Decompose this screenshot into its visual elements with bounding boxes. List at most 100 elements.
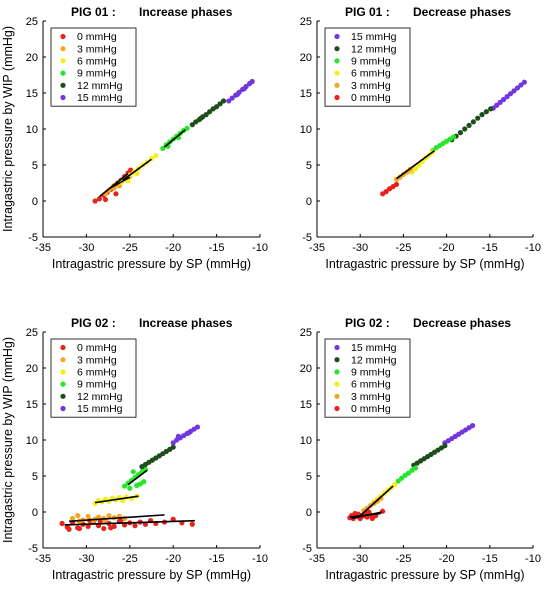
legend-entry: 9 mmHg (351, 56, 391, 68)
panel-title-phase: Decrease phases (413, 316, 511, 330)
legend-marker (60, 357, 66, 363)
x-tick-label: -15 (209, 242, 225, 254)
legend-entry: 12 mmHg (351, 354, 397, 366)
legend-marker (60, 344, 66, 351)
x-tick-label: -30 (352, 242, 368, 254)
legend-entry: 9 mmHg (77, 68, 117, 80)
x-tick-label: -25 (395, 553, 411, 565)
y-tick-label: 20 (26, 363, 38, 375)
data-point (521, 79, 527, 85)
legend-marker (334, 405, 340, 412)
y-tick-label: 10 (26, 124, 38, 136)
y-tick-label: 15 (26, 399, 38, 411)
legend-entry: 0 mmHg (77, 31, 117, 43)
data-point (69, 515, 76, 522)
data-point (137, 481, 143, 487)
legend-entry: 6 mmHg (77, 56, 117, 68)
panel-title-pig: PIG 02 : (71, 316, 116, 330)
y-axis-label: Intragastric pressure by WIP (mmHg) (1, 26, 15, 232)
data-point (511, 88, 517, 94)
data-point (497, 99, 503, 105)
data-point (170, 444, 176, 450)
panel-title-pig: PIG 01 : (345, 5, 390, 19)
legend-marker (334, 58, 340, 64)
data-point (101, 525, 107, 532)
x-axis-label: Intragastric pressure by SP (mmHg) (52, 568, 251, 582)
y-tick-label: 15 (26, 88, 38, 100)
legend-marker (60, 94, 66, 101)
legend-box (324, 338, 411, 418)
data-point (184, 125, 190, 131)
data-point (229, 95, 235, 101)
fit-line (164, 129, 186, 148)
legend-entry: 0 mmHg (351, 403, 391, 415)
panel-title-phase: Increase phases (139, 316, 233, 330)
legend-marker (60, 405, 66, 412)
x-tick-label: -15 (482, 553, 498, 565)
x-tick-label: -25 (395, 242, 411, 254)
x-tick-label: -35 (309, 242, 325, 254)
data-point (483, 109, 489, 115)
fit-line (351, 511, 382, 520)
panel-title-pig: PIG 01 : (71, 5, 116, 19)
legend-entry: 12 mmHg (77, 80, 123, 92)
data-point (92, 198, 98, 204)
series-15-mmhg (226, 78, 255, 104)
x-axis-label: Intragastric pressure by SP (mmHg) (325, 257, 524, 271)
x-tick-label: -30 (78, 242, 94, 254)
y-tick-label: 0 (32, 196, 38, 208)
series-15-mmhg (170, 424, 201, 446)
data-point (234, 91, 241, 98)
legend-entry: 6 mmHg (351, 68, 391, 80)
data-point (170, 516, 176, 522)
legend-marker (334, 381, 340, 387)
data-point (75, 513, 81, 519)
legend-entry: 15 mmHg (351, 31, 397, 43)
data-point (518, 82, 524, 88)
y-tick-label: 0 (306, 196, 312, 208)
legend-entry: 0 mmHg (77, 342, 117, 354)
y-tick-label: -5 (28, 232, 38, 244)
data-point (470, 119, 476, 125)
y-tick-label: -5 (302, 232, 312, 244)
data-point (108, 525, 114, 531)
data-point (514, 85, 521, 91)
data-point (366, 509, 372, 515)
data-point (132, 523, 138, 529)
y-tick-label: 10 (300, 124, 312, 136)
legend-entry: 3 mmHg (77, 354, 117, 366)
data-point (214, 104, 220, 110)
legend-marker (334, 94, 340, 101)
x-tick-label: -25 (122, 242, 138, 254)
data-point (369, 515, 375, 522)
data-point (412, 465, 419, 471)
legend-entry: 3 mmHg (351, 391, 391, 403)
data-point (194, 424, 201, 430)
x-tick-label: -35 (35, 553, 51, 565)
y-tick-label: 25 (300, 327, 312, 339)
data-point (198, 115, 204, 121)
data-point (507, 91, 514, 97)
legend-marker (334, 344, 340, 351)
y-tick-label: 15 (300, 88, 312, 100)
data-point (59, 520, 65, 527)
x-tick-label: -10 (525, 553, 541, 565)
legend-marker (334, 369, 340, 375)
legend-marker (60, 82, 66, 88)
data-point (207, 109, 213, 115)
legend-marker (60, 46, 66, 52)
data-point (504, 94, 510, 100)
data-point (76, 525, 83, 532)
fit-line (122, 158, 152, 181)
fit-line (127, 469, 148, 486)
data-point (457, 130, 464, 136)
panel-top-right: -35 -30 -25 -20 -15 -10 -5 0 5 10 15 20 25 Intragastr… (300, 5, 541, 271)
y-tick-label: 20 (26, 52, 38, 64)
legend-marker (60, 70, 66, 76)
legend-entry: 12 mmHg (77, 391, 123, 403)
data-point (383, 189, 389, 195)
